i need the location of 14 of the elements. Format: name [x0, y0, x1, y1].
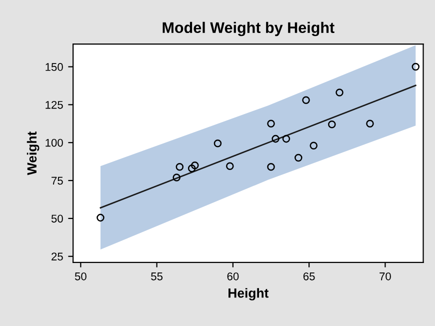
y-tick-label: 50 — [51, 214, 63, 223]
y-tick-label: 75 — [52, 176, 63, 185]
y-tick-label: 25 — [52, 252, 63, 260]
x-tick-label: 70 — [380, 272, 391, 280]
y-tick-label: 150 — [46, 63, 63, 71]
y-axis-title: Weight — [26, 132, 40, 176]
x-tick-label: 65 — [303, 272, 315, 280]
x-tick-label: 60 — [227, 272, 239, 280]
x-axis-title: Height — [228, 288, 269, 300]
y-tick-label: 125 — [46, 100, 63, 109]
chart-title: Model Weight by Height — [162, 22, 334, 36]
x-tick-label: 50 — [74, 272, 86, 280]
x-tick-label: 55 — [151, 272, 163, 280]
y-tick-label: 100 — [46, 138, 63, 147]
